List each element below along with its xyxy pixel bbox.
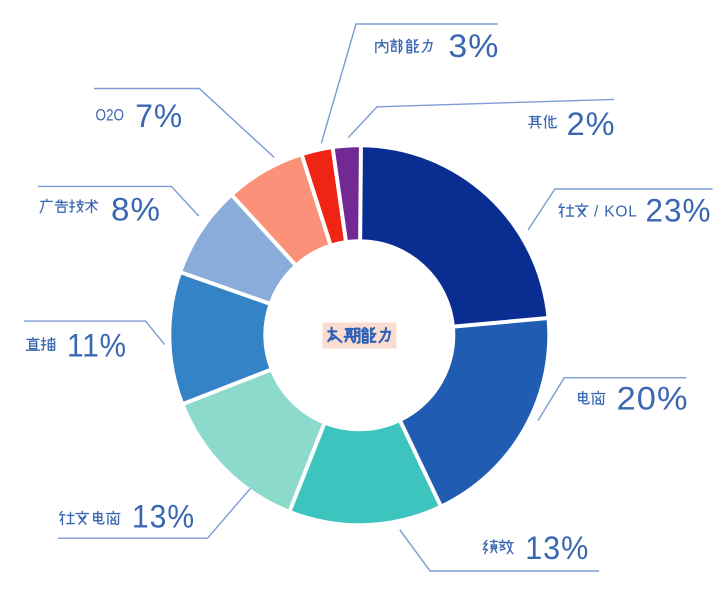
svg-text:3%: 3% [448,28,499,64]
svg-text:O2O: O2O [96,106,125,125]
svg-text:13%: 13% [525,530,589,566]
svg-text:13%: 13% [132,499,195,535]
svg-text:8%: 8% [111,192,161,228]
svg-text:/ KOL: / KOL [594,204,638,221]
svg-text:20%: 20% [617,381,689,417]
svg-text:11%: 11% [67,328,127,364]
svg-text:7%: 7% [135,98,183,134]
svg-text:2%: 2% [567,106,616,142]
svg-text:23%: 23% [646,193,712,229]
